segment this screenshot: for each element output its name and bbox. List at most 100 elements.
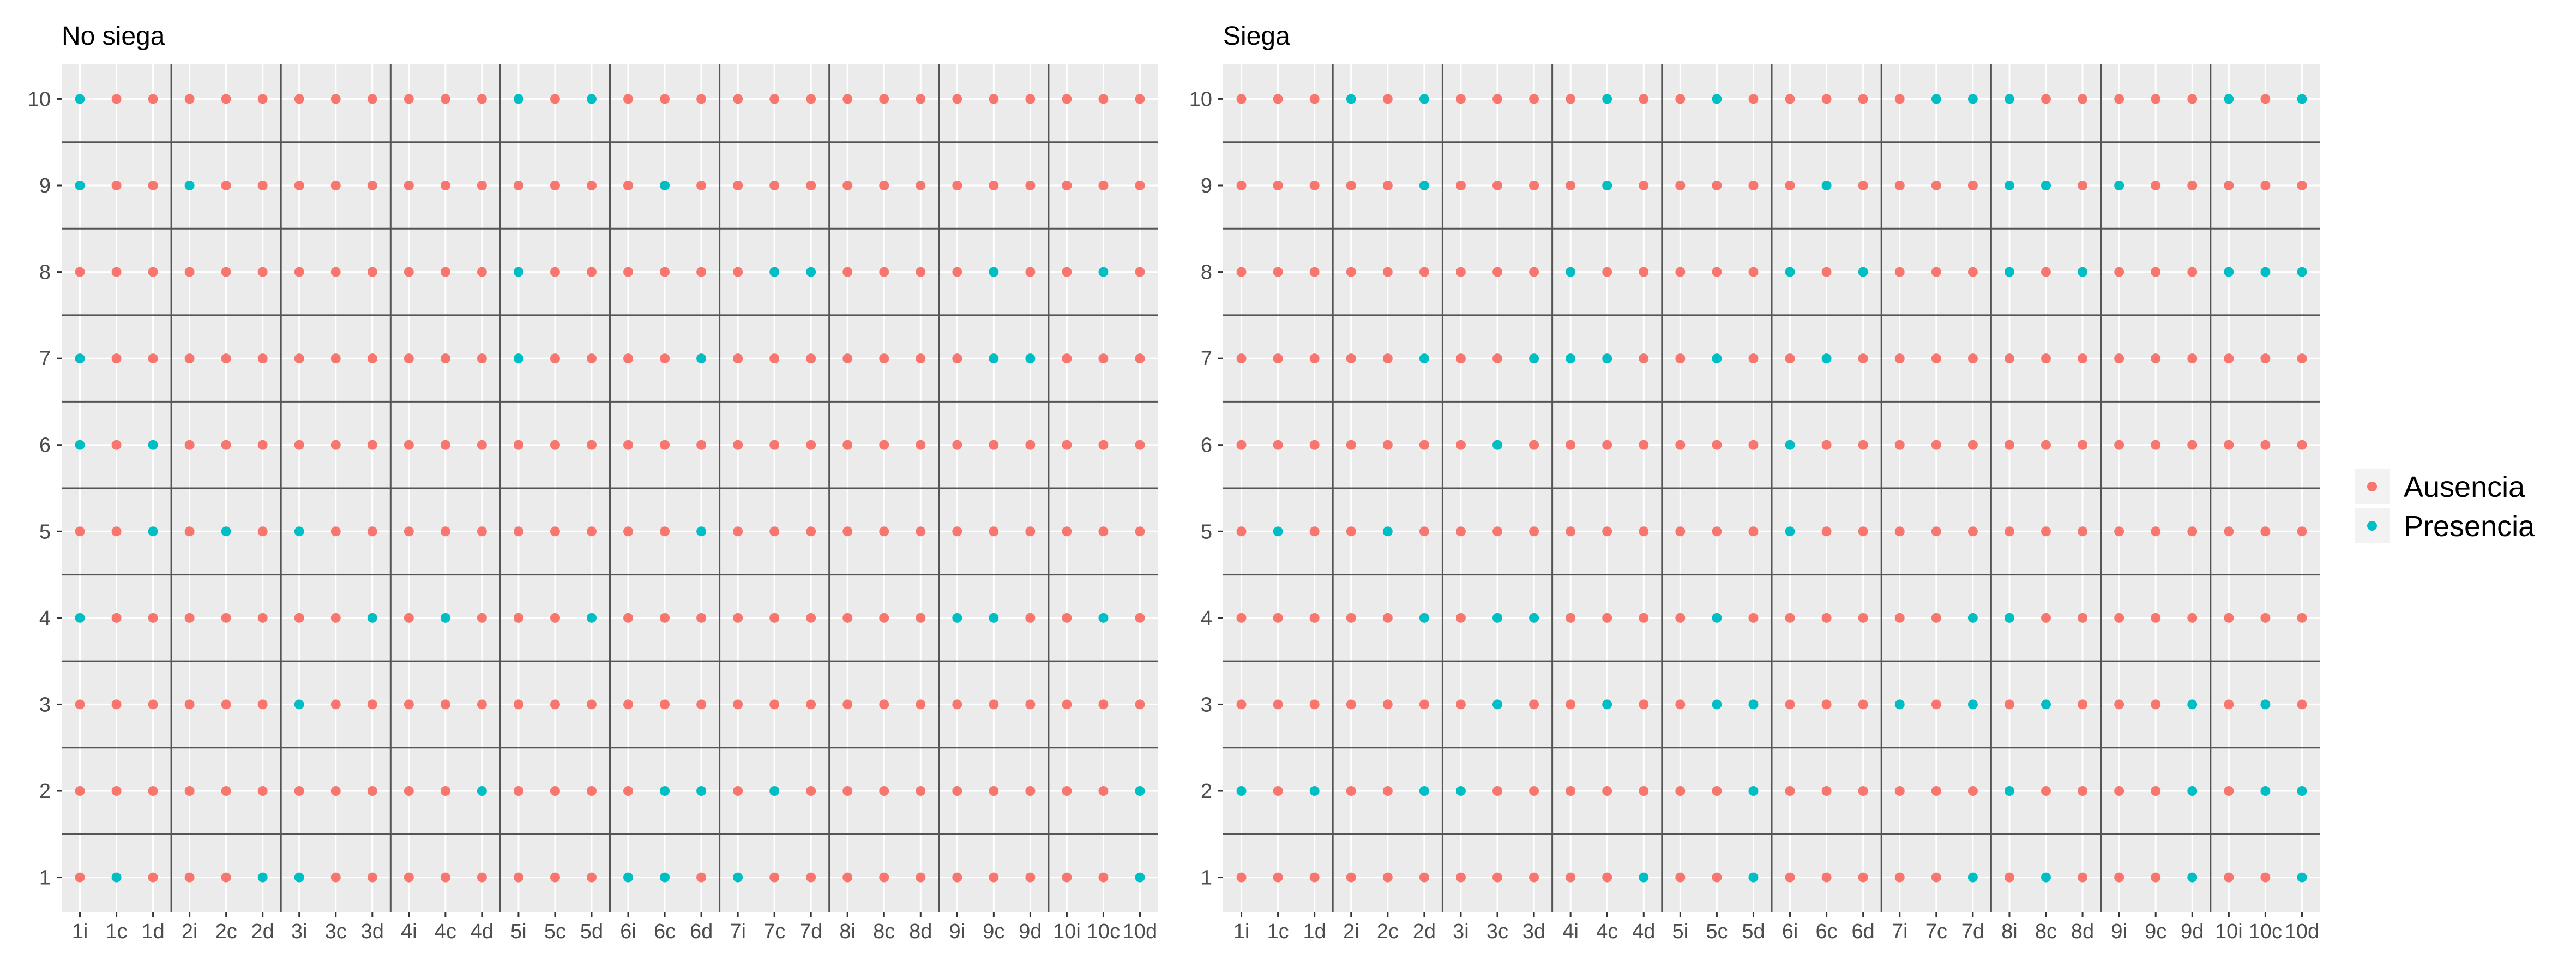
point-presencia [1602, 699, 1612, 710]
legend-label-presencia: Presencia [2404, 510, 2535, 543]
point-presencia [2004, 181, 2014, 190]
point-ausencia [952, 526, 962, 537]
point-ausencia [1894, 613, 1905, 623]
point-presencia [477, 786, 487, 796]
point-ausencia [1273, 872, 1283, 883]
point-ausencia [2260, 440, 2271, 450]
point-presencia [769, 267, 780, 277]
point-ausencia [1931, 353, 1941, 364]
point-ausencia [989, 786, 999, 796]
point-ausencia [404, 613, 414, 623]
point-ausencia [842, 94, 853, 104]
point-presencia [75, 613, 85, 623]
point-ausencia [1419, 526, 1429, 537]
point-ausencia [1455, 699, 1466, 710]
point-ausencia [696, 872, 707, 883]
point-presencia [1967, 94, 1978, 104]
point-ausencia [623, 440, 634, 450]
point-ausencia [1639, 786, 1649, 796]
point-ausencia [1931, 699, 1941, 710]
point-ausencia [257, 613, 268, 623]
point-ausencia [2114, 699, 2124, 710]
point-ausencia [1602, 267, 1612, 277]
point-ausencia [294, 786, 304, 796]
point-ausencia [1025, 181, 1036, 190]
point-ausencia [769, 181, 780, 190]
point-ausencia [1273, 181, 1283, 190]
legend-label-ausencia: Ausencia [2404, 471, 2525, 503]
point-ausencia [806, 440, 816, 450]
point-ausencia [440, 181, 450, 190]
point-ausencia [1529, 181, 1539, 190]
point-presencia [513, 267, 523, 277]
point-ausencia [1675, 786, 1686, 796]
point-ausencia [989, 526, 999, 537]
point-presencia [2260, 786, 2271, 796]
point-ausencia [879, 699, 889, 710]
legend: Ausencia Presencia [2355, 469, 2535, 543]
point-ausencia [1967, 526, 1978, 537]
point-ausencia [1748, 440, 1759, 450]
point-ausencia [221, 267, 231, 277]
point-presencia [1785, 267, 1795, 277]
point-ausencia [989, 440, 999, 450]
point-ausencia [660, 526, 670, 537]
point-ausencia [2041, 613, 2051, 623]
x-tick-label: 9c [983, 920, 1004, 943]
point-ausencia [294, 181, 304, 190]
point-ausencia [477, 699, 487, 710]
point-ausencia [1675, 613, 1686, 623]
point-ausencia [1639, 526, 1649, 537]
point-ausencia [1675, 699, 1686, 710]
panel-siega: 1 2 3 4 5 6 7 8 9 10 1i 1c 1d 2i 2c 2d 3i 3c 3d 4i 4c 4d 5i 5c 5… [1189, 22, 2320, 943]
point-ausencia [221, 872, 231, 883]
point-ausencia [367, 872, 377, 883]
point-ausencia [2114, 267, 2124, 277]
point-ausencia [2114, 526, 2124, 537]
point-ausencia [733, 699, 743, 710]
x-tick-label: 4c [435, 920, 456, 943]
point-ausencia [1273, 440, 1283, 450]
point-ausencia [660, 267, 670, 277]
point-presencia [2004, 94, 2014, 104]
x-tick-label: 9i [949, 920, 966, 943]
point-ausencia [1346, 267, 1356, 277]
point-presencia [367, 613, 377, 623]
point-ausencia [1419, 699, 1429, 710]
point-ausencia [1025, 699, 1036, 710]
point-ausencia [2151, 267, 2161, 277]
point-ausencia [623, 699, 634, 710]
point-ausencia [696, 440, 707, 450]
point-ausencia [2041, 94, 2051, 104]
point-presencia [1639, 872, 1649, 883]
point-ausencia [367, 440, 377, 450]
point-ausencia [1455, 353, 1466, 364]
y-tick-label: 10 [1189, 88, 1212, 111]
point-presencia [989, 613, 999, 623]
point-ausencia [623, 786, 634, 796]
x-tick-label: 4d [471, 920, 493, 943]
y-tick-label: 8 [1201, 261, 1212, 284]
point-presencia [806, 267, 816, 277]
point-ausencia [2224, 440, 2234, 450]
x-tick-label: 2d [251, 920, 274, 943]
point-ausencia [513, 181, 523, 190]
point-ausencia [111, 699, 122, 710]
x-tick-label: 10d [2285, 920, 2319, 943]
point-ausencia [404, 786, 414, 796]
point-ausencia [1748, 613, 1759, 623]
point-ausencia [184, 267, 195, 277]
point-ausencia [1712, 526, 1722, 537]
point-ausencia [1675, 353, 1686, 364]
point-presencia [2004, 786, 2014, 796]
x-tick-label: 9i [2111, 920, 2127, 943]
point-ausencia [1309, 440, 1320, 450]
point-ausencia [1785, 872, 1795, 883]
point-ausencia [2260, 353, 2271, 364]
point-ausencia [1382, 786, 1393, 796]
point-presencia [1748, 872, 1759, 883]
point-presencia [1712, 353, 1722, 364]
point-ausencia [367, 699, 377, 710]
point-ausencia [1025, 613, 1036, 623]
point-ausencia [1382, 872, 1393, 883]
